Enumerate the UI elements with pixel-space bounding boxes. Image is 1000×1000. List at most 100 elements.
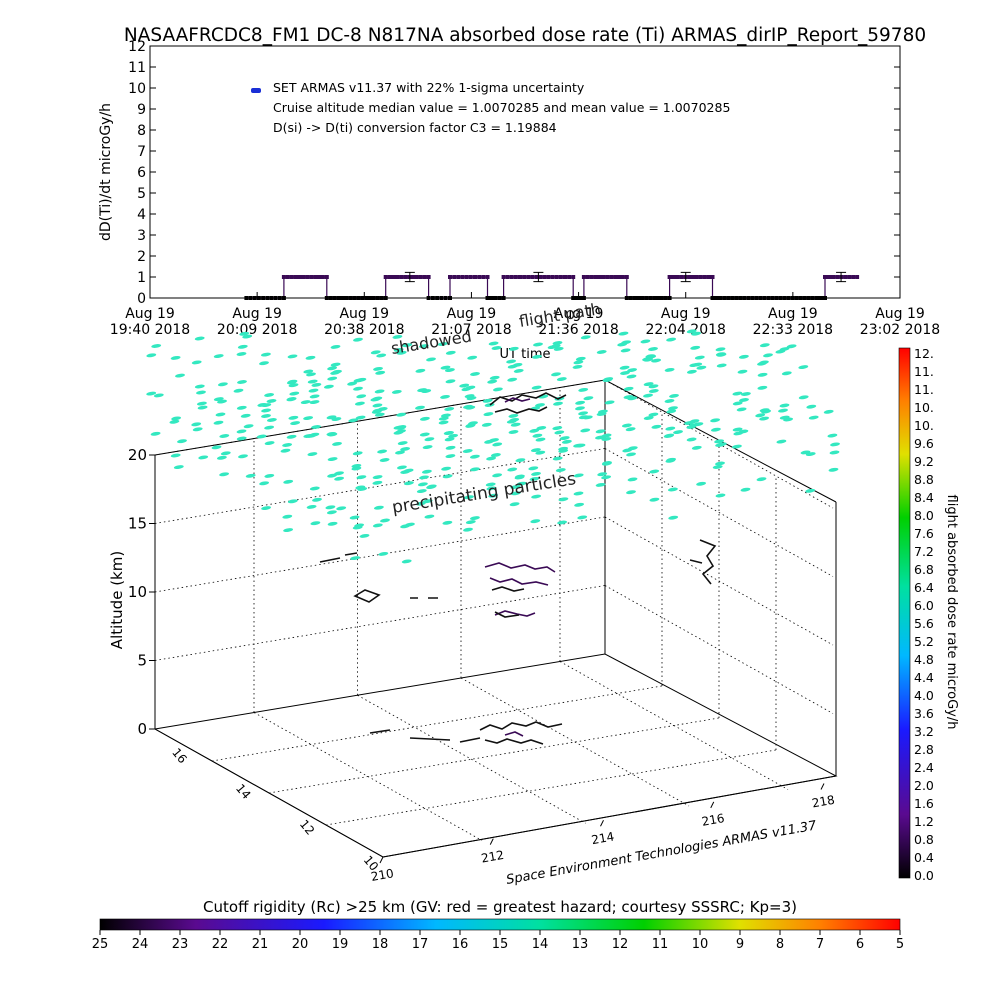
particle [469,454,480,459]
particle [529,476,540,481]
particle [573,360,584,365]
dose-rate-colorbar: 12. 11. 11. 10. 10. 9.6 9.2 8.8 8.4 8.0 7.6 7.2 6.8 6… [898,346,959,883]
particle [506,359,517,364]
longitude-tick-label: 212 [480,848,505,866]
dose-rate-point [379,296,384,300]
dose-rate-point [344,296,349,300]
longitude-tick-label: 218 [811,793,836,811]
rigidity-tick-label: 13 [572,937,589,952]
particle [220,451,231,456]
dose-rate-point [309,275,314,279]
dose-colorbar-tick-label: 0.8 [914,832,934,847]
dose-colorbar-ticks: 12. 11. 11. 10. 10. 9.6 9.2 8.8 8.4 8.0 7.6 7.2 6.8 6… [914,346,934,883]
rigidity-tick-label: 9 [736,937,744,952]
dose-rate-point [439,296,444,300]
particle [175,373,185,378]
particle [290,421,301,426]
particle [736,407,747,412]
dose-rate-point [422,275,427,279]
particle [531,494,542,499]
dose-rate-point [368,296,372,300]
particle [347,381,358,386]
particle [308,388,319,393]
rigidity-tick-label: 10 [692,937,709,952]
particle [260,352,271,357]
dose-colorbar-tick-label: 5.6 [914,616,934,631]
error-bar [404,271,415,283]
particle [531,385,542,390]
dose-rate-point [691,275,695,279]
particle [651,424,662,429]
dose-colorbar-tick-label: 2.0 [914,778,934,793]
top-y-tick-label: 9 [137,102,146,118]
longitude-tick-label: 214 [590,829,615,847]
particle [287,379,298,384]
rigidity-tick-label: 5 [896,937,904,952]
particle [618,331,629,336]
top-y-tick-label: 6 [137,165,146,181]
dose-rate-point [810,296,815,300]
particle [287,354,298,359]
particle [170,453,181,458]
particle [416,489,427,494]
dose-rate-point [248,296,253,300]
contour-mid-black [491,586,525,592]
particle [312,497,322,502]
dose-rate-point [782,296,787,300]
particle [380,518,390,523]
particle [372,480,383,485]
dose-rate-point [289,275,294,279]
particle [732,401,743,406]
particle [352,451,363,456]
particle [468,421,478,426]
particle [323,384,334,389]
dose-rate-point [336,296,341,300]
rigidity-tick-label: 21 [252,937,269,952]
dose-colorbar-tick-label: 10. [914,400,934,415]
particle [173,465,184,470]
dose-rate-point [766,296,771,300]
dose-rate-point [567,275,572,279]
particle [370,350,381,355]
top-y-tick-label: 5 [137,186,146,202]
particle [596,350,607,354]
dose-colorbar-tick-label: 10. [914,418,934,433]
dose-colorbar-tick-label: 4.0 [914,688,934,703]
particle [602,461,612,465]
particle [153,393,164,398]
particle [309,400,320,405]
particle [597,472,608,477]
particle [553,346,564,351]
dose-colorbar-tick-label: 11. [914,382,934,397]
dose-rate-point [522,275,527,279]
grid-back-wall-h [604,448,834,577]
particle [559,436,570,441]
rigidity-tick-label: 19 [332,937,349,952]
particle [426,484,437,489]
annotation-conversion: D(si) -> D(ti) conversion factor C3 = 1.… [273,120,557,135]
particle [515,458,526,463]
particle [617,342,628,347]
particle [552,341,563,345]
particle [440,365,451,370]
particle [264,441,275,446]
dose-rate-point [558,275,563,279]
particle [239,331,250,336]
particle [330,344,341,349]
particle [487,379,498,384]
particle [710,427,721,432]
credit-label: Space Environment Technologies ARMAS v11… [505,818,818,888]
floor-shadow-black [479,721,563,745]
particle [448,433,459,438]
particle [690,345,701,350]
particle [808,415,819,420]
dose-rate-point [702,275,707,279]
top-x-tick-day: Aug 19 [661,306,711,322]
particle [626,452,636,457]
particle [306,504,317,509]
dose-rate-point [726,296,731,300]
particle [266,418,277,422]
particle [401,559,412,564]
particle [668,515,679,520]
particle [402,343,413,348]
